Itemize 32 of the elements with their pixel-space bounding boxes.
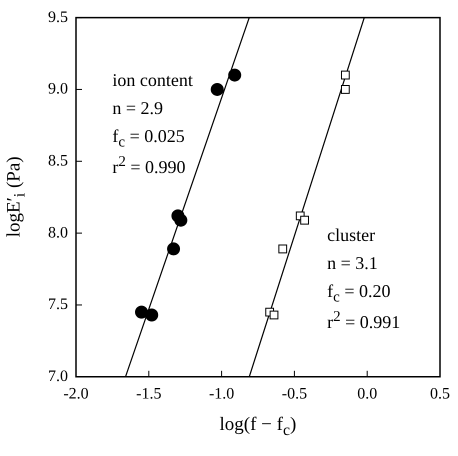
point (135, 306, 148, 319)
annotation: f$_{c}$ = 0.20 (327, 280, 390, 306)
point (300, 216, 309, 225)
point (174, 214, 188, 227)
x-tick-label: -2.0 (63, 386, 89, 403)
point (278, 244, 288, 254)
point (340, 85, 350, 94)
annotation: f$_{c}$ = 0.025 (112, 126, 185, 152)
annotation: ion content (112, 70, 193, 90)
y-tick-label: 7.0 (48, 368, 68, 386)
x-axis-title: log(f − f$_{c}$) (220, 414, 296, 439)
annotation: r$^{2}$ = 0.991 (327, 308, 400, 332)
point (228, 68, 242, 82)
point (270, 310, 278, 320)
point (340, 70, 350, 80)
y-tick-label: 8.0 (48, 224, 68, 242)
x-tick-label: -0.5 (282, 386, 308, 403)
annotation: n = 3.1 (327, 252, 378, 273)
x-tick-label: 0.5 (430, 386, 450, 403)
x-tick-label: -1.5 (136, 386, 162, 403)
annotation: n = 2.9 (112, 98, 164, 118)
x-tick-label: 0.0 (357, 386, 378, 403)
point (210, 82, 224, 96)
annotation: cluster (327, 224, 376, 245)
point (167, 242, 180, 256)
annotation: r$^{2}$ = 0.990 (112, 154, 186, 178)
y-tick-label: 8.5 (48, 152, 68, 170)
y-tick-label: 9.5 (48, 8, 68, 26)
y-tick-label: 9.0 (48, 80, 68, 98)
x-tick-label: -1.0 (208, 386, 234, 403)
y-tick-label: 7.5 (48, 296, 68, 314)
point (145, 308, 158, 322)
